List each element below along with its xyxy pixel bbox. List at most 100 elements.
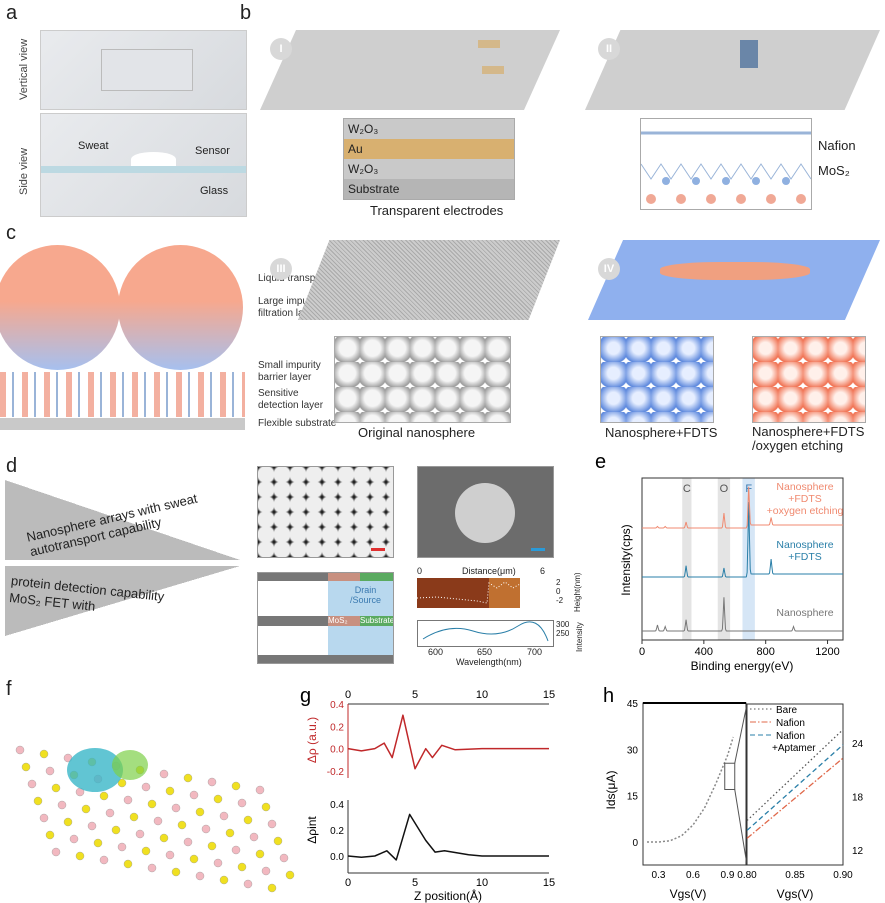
atom: [93, 838, 103, 848]
atom: [279, 853, 289, 863]
etched-channel: [660, 262, 810, 280]
atom: [39, 749, 49, 759]
atom: [261, 802, 271, 812]
top-y-axis-label: Δρ (a.u.): [305, 717, 319, 763]
inset-series-line: [746, 757, 844, 839]
panel-d-label: d: [6, 455, 18, 477]
afm-x0: 0: [417, 566, 423, 576]
atom: [183, 837, 193, 847]
label-detection-layer: Sensitive detection layer: [258, 388, 324, 411]
strip: [258, 573, 328, 581]
w2o3-bottom-layer: W₂O₃: [344, 159, 514, 179]
side-view-photo: [40, 113, 247, 217]
vertical-view-photo: [40, 30, 247, 110]
mos2-strip: MoS₂: [328, 616, 360, 626]
panel-g-label: g: [300, 685, 311, 707]
fdts-sheet: [588, 240, 880, 320]
atom: [237, 862, 247, 872]
atom: [219, 875, 229, 885]
label-filtration-layer: Large impurity filtration layer: [258, 296, 322, 319]
main-x-tick-label: 0.6: [686, 870, 700, 881]
atom: [45, 766, 55, 776]
x-tick-label: 1200: [815, 646, 839, 658]
substrate-plane-1: [260, 30, 560, 110]
main-y-tick-label: 30: [627, 745, 639, 756]
afm-ylabel: Height(nm): [573, 572, 582, 612]
atom: [129, 812, 139, 822]
band-F: [742, 478, 755, 640]
legend-label: Bare: [776, 705, 798, 716]
top-y-tick-label: -0.2: [327, 767, 345, 778]
nafion-label: Nafion: [818, 138, 856, 153]
atom: [189, 854, 199, 864]
spectrum-line: [422, 621, 549, 642]
atom: [57, 800, 67, 810]
atom: [177, 820, 187, 830]
afm-ytick: 0: [556, 587, 561, 596]
atom: [159, 833, 169, 843]
band-label: C: [683, 483, 691, 495]
x-tick-label: 400: [695, 646, 713, 658]
side-view-label: Side view: [18, 147, 30, 195]
electrode-2: [482, 66, 504, 74]
etched-caption: Nanosphere+FDTS /oxygen etching: [752, 424, 865, 453]
atom: [99, 855, 109, 865]
label-barrier-layer: Small impurity barrier layer: [258, 360, 321, 383]
atom: [195, 807, 205, 817]
mos2-label: MoS₂: [818, 163, 850, 178]
label-flexible-substrate: Flexible substrate: [258, 418, 337, 429]
plot-frame: [641, 477, 844, 641]
au-layer: Au: [344, 139, 514, 159]
atom: [207, 841, 217, 851]
atom: [141, 846, 151, 856]
x-tick-label: 0: [639, 646, 645, 658]
substrate-plane-2: [585, 30, 880, 110]
legend-label: Nanosphere +FDTS +oxygen etching: [767, 481, 844, 517]
spectrum-ylabel: Intensity: [575, 622, 584, 652]
legend-label: Nafion: [776, 718, 805, 729]
fet-wedge: [5, 566, 240, 636]
inset-y-tick-label: 12: [852, 846, 864, 857]
top-x-tick-label: 15: [543, 689, 555, 701]
atom: [39, 813, 49, 823]
atom: [243, 815, 253, 825]
legend-label: Nanosphere: [776, 607, 833, 619]
panel-h-label: h: [603, 685, 614, 707]
atom: [81, 804, 91, 814]
afm-xlabel: Distance(μm): [462, 566, 516, 576]
spectrum-yticks: 300 250: [556, 620, 569, 638]
sweat-droplet: [131, 152, 176, 166]
molecular-layer-graphic: [640, 131, 812, 204]
main-y-tick-label: 45: [627, 699, 639, 710]
atom: [153, 816, 163, 826]
sem-single-sphere: [417, 466, 554, 558]
atom: [75, 851, 85, 861]
atom: [51, 847, 61, 857]
atom: [261, 866, 271, 876]
atom: [171, 803, 181, 813]
top-y-tick-label: 0.2: [330, 722, 344, 733]
top-x-tick-label: 0: [345, 689, 351, 701]
atom: [255, 785, 265, 795]
fet-optical-image: MoS₂ Substrate Drain /Source: [257, 572, 394, 664]
y-axis-label: Ids(μA): [604, 771, 618, 810]
top-y-tick-label: 0.4: [330, 700, 344, 711]
strip: [258, 655, 393, 663]
atom: [87, 821, 97, 831]
raman-spectrum: [417, 620, 554, 647]
electrode-stack: W₂O₃ Au W₂O₃ Substrate: [343, 118, 515, 200]
bottom-y-tick-label: 0.0: [330, 852, 344, 863]
atom: [45, 830, 55, 840]
transparent-electrodes-caption: Transparent electrodes: [370, 203, 504, 218]
atom: [147, 863, 157, 873]
x-tick-label: 15: [543, 877, 555, 889]
afm-yticks: 2 0 -2: [556, 578, 563, 605]
atom: [273, 836, 283, 846]
main-x-tick-label: 0.9: [721, 870, 735, 881]
afm-ytick: -2: [556, 596, 564, 605]
atom: [135, 829, 145, 839]
atom: [117, 842, 127, 852]
vertical-view-label: Vertical view: [18, 38, 30, 100]
x-axis-label: Z position(Å): [414, 888, 482, 903]
inset-x-tick-label: 0.80: [737, 870, 757, 881]
